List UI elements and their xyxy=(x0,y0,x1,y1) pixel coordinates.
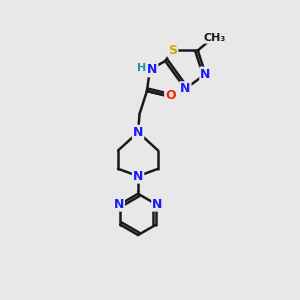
Text: CH₃: CH₃ xyxy=(203,33,226,43)
Text: O: O xyxy=(165,89,176,102)
Text: S: S xyxy=(168,44,177,57)
Text: N: N xyxy=(114,198,124,211)
Text: N: N xyxy=(147,63,158,76)
Text: N: N xyxy=(133,169,143,183)
Text: N: N xyxy=(133,126,143,139)
Text: N: N xyxy=(152,198,163,211)
Text: H: H xyxy=(137,63,146,74)
Text: N: N xyxy=(200,68,211,81)
Text: N: N xyxy=(180,82,190,95)
